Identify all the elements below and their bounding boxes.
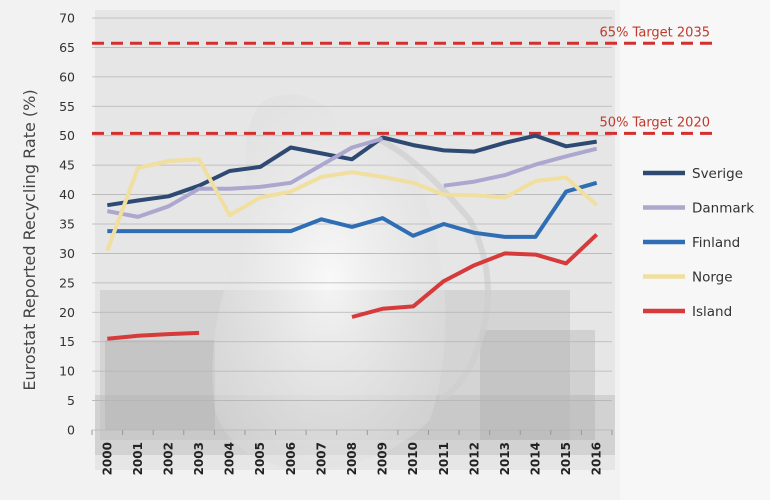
target-lines: 65% Target 2035 50% Target 2020 — [92, 25, 715, 135]
legend-label-sverige: Sverige — [692, 166, 743, 182]
x-tick-label: 2014 — [529, 442, 543, 475]
y-tick-label: 55 — [59, 99, 75, 114]
y-tick-label: 35 — [59, 217, 75, 232]
x-tick-label: 2012 — [467, 442, 481, 475]
y-axis-ticks: 0 5 10 15 20 25 30 35 40 45 50 55 60 65 70 — [59, 11, 75, 438]
y-tick-label: 40 — [59, 187, 75, 202]
x-tick-label: 2008 — [345, 442, 359, 475]
y-axis-title: Eurostat Reported Recycling Rate (%) — [20, 89, 39, 390]
target-label: 65% Target 2035 — [600, 25, 710, 40]
x-tick-label: 2011 — [437, 442, 451, 475]
x-tick-label: 2003 — [192, 442, 206, 475]
series-line-finland — [107, 180, 598, 239]
x-tick-label: 2004 — [223, 442, 237, 475]
series-lines — [105, 133, 599, 341]
x-tick-label: 2005 — [253, 442, 267, 475]
y-tick-label: 50 — [59, 128, 75, 143]
y-tick-label: 0 — [67, 423, 75, 438]
x-tick-label: 2010 — [406, 442, 420, 475]
y-tick-label: 70 — [59, 11, 75, 26]
x-tick-label: 2007 — [314, 442, 328, 475]
y-tick-label: 10 — [59, 364, 75, 379]
series-line-danmark — [443, 146, 598, 188]
legend-label-norge: Norge — [692, 270, 733, 286]
y-tick-label: 60 — [59, 69, 75, 84]
y-tick-label: 45 — [59, 158, 75, 173]
x-tick-label: 2013 — [498, 442, 512, 475]
series-line-danmark — [106, 136, 384, 219]
legend-label-finland: Finland — [692, 235, 740, 251]
y-tick-label: 15 — [59, 334, 75, 349]
series-line-island — [107, 330, 200, 341]
series-line-sverige — [106, 133, 598, 208]
x-tick-label: 2000 — [100, 442, 114, 475]
x-tick-label: 2002 — [161, 442, 175, 475]
series-line-island — [351, 233, 599, 319]
x-tick-label: 2006 — [284, 442, 298, 475]
x-tick-label: 2001 — [131, 442, 145, 475]
legend-label-island: Island — [692, 304, 732, 320]
series-line-norge — [105, 157, 599, 252]
x-tick-label: 2009 — [376, 442, 390, 475]
target-label: 50% Target 2020 — [600, 115, 710, 130]
y-tick-label: 20 — [59, 305, 75, 320]
y-tick-label: 65 — [59, 40, 75, 55]
x-tick-label: 2015 — [559, 442, 573, 475]
y-tick-label: 30 — [59, 246, 75, 261]
y-tick-label: 25 — [59, 275, 75, 290]
y-tick-label: 5 — [67, 393, 75, 408]
legend: Sverige Danmark Finland Norge Island — [643, 166, 754, 320]
legend-label-danmark: Danmark — [692, 201, 754, 217]
x-axis-ticks: 2000 2001 2002 2003 2004 2005 2006 2007 2008 2009… — [91, 430, 613, 475]
x-tick-label: 2016 — [590, 442, 604, 475]
